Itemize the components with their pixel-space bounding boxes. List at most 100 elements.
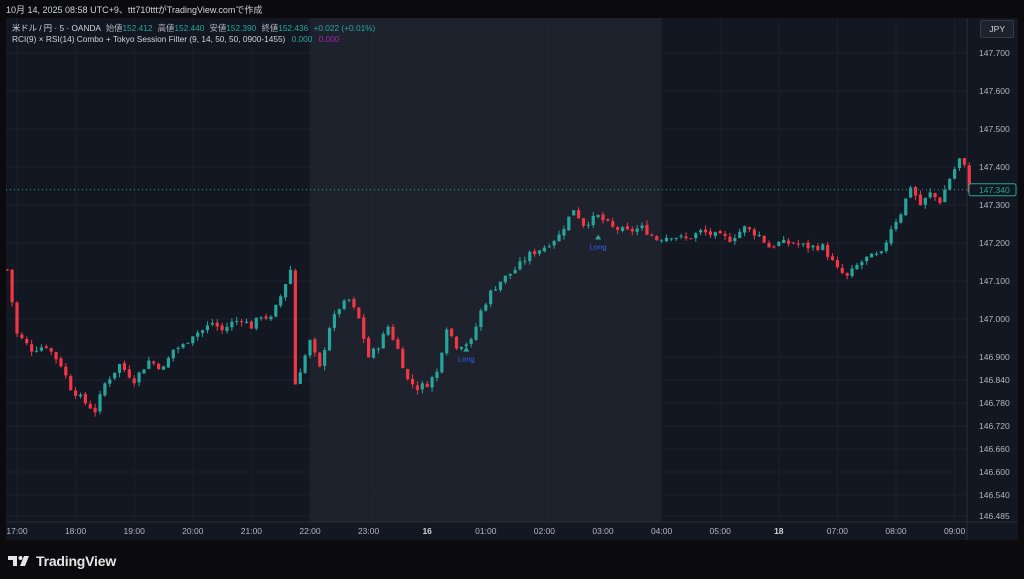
y-tick-label: 147.700 [979,48,1010,58]
candle-body [650,234,654,236]
candle-body [15,302,19,334]
chart-canvas[interactable]: 147.700 147.600 147.500 147.400 147.300 147.2… [6,18,1018,540]
candle-body [572,210,576,216]
candle-body [479,310,483,327]
candle-body [391,326,395,340]
candle-body [542,247,546,252]
open-value: 152.412 [122,23,153,33]
candle-body [10,269,14,303]
candle-body [88,404,92,409]
candle-body [157,363,161,369]
candle-body [684,236,688,239]
candle-body [757,235,761,237]
y-tick-label: 146.600 [979,467,1010,477]
x-tick-label: 23:00 [358,526,380,536]
close-value: 152.436 [278,23,309,33]
candle-body [699,230,703,233]
candle-body [616,227,620,230]
candle-body [235,320,239,322]
y-tick-label: 147.000 [979,314,1010,324]
candle-body [874,253,879,255]
tradingview-logo-icon [8,556,29,566]
indicator-value-1: 0.000 [291,34,313,44]
y-tick-label: 146.840 [979,375,1010,385]
candle-body [39,347,44,351]
candle-body [743,226,747,233]
candle-body [332,314,337,328]
x-tick-label: 03:00 [592,526,614,536]
brand-name[interactable]: TradingView [36,553,117,569]
candle-body [630,228,634,232]
candle-body [313,339,317,353]
candle-body [459,346,463,349]
high-label: 高値 [157,23,175,33]
x-tick-label: 09:00 [944,526,966,536]
indicator-name[interactable]: RCI(9) × RSI(14) Combo + Tokyo Session F… [12,34,286,44]
long-signal-label: Long [590,243,607,252]
candle-body [240,321,244,323]
candle-body [772,246,776,248]
candle-body [826,244,830,257]
candle-body [694,233,698,239]
candle-body [205,325,210,331]
candle-body [752,229,756,236]
candle-body [865,256,869,262]
candle-body [117,364,122,373]
currency-button[interactable]: JPY [980,20,1014,38]
candle-body [445,329,449,354]
x-tick-label: 04:00 [651,526,673,536]
candle-body [469,339,473,344]
candle-body [181,344,185,348]
candle-body [889,229,893,244]
low-value: 152.390 [226,23,257,33]
candle-body [679,235,683,237]
candle-body [689,238,693,240]
current-price-badge [968,183,1017,197]
chart-pane[interactable]: 147.700 147.600 147.500 147.400 147.300 147.2… [6,18,1018,540]
price-axis-area [967,18,1018,540]
candle-body [249,321,253,329]
candle-body [308,340,312,356]
candle-body [835,260,839,268]
candle-body [498,281,503,290]
candle-body [899,214,903,223]
candle-body [660,240,664,242]
open-label: 始値 [105,23,123,33]
candle-body [293,270,297,385]
high-value: 152.440 [174,23,205,33]
candle-body [410,378,415,385]
candle-body [601,214,605,221]
candle-body [420,383,424,390]
candle-body [728,236,732,242]
candle-body [396,339,400,349]
candle-body [713,232,717,236]
low-label: 安値 [209,23,227,33]
symbol-label[interactable]: 米ドル / 円 · 5 · OANDA [12,23,101,33]
candle-body [44,346,48,348]
x-tick-label: 01:00 [475,526,497,536]
candle-body [357,307,361,319]
candle-body [928,192,932,198]
x-tick-label: 19:00 [124,526,146,536]
candle-body [283,284,288,298]
x-tick-label: 21:00 [241,526,263,536]
candle-body [264,316,268,319]
candle-body [493,289,498,291]
candle-body [850,268,854,277]
candle-body [767,243,771,248]
y-tick-label: 146.485 [979,511,1010,521]
candle-body [298,372,302,384]
current-price-label: 147.340 [979,185,1010,195]
candle-body [806,242,810,249]
candle-body [762,235,766,243]
candle-body [59,358,63,367]
candle-body [557,234,561,242]
candle-body [484,304,488,311]
candle-body [191,336,195,344]
candle-body [371,348,376,358]
candle-body [537,250,542,254]
candle-body [64,366,68,376]
candle-body [884,242,888,252]
candle-body [152,361,156,364]
candle-body [591,215,595,226]
